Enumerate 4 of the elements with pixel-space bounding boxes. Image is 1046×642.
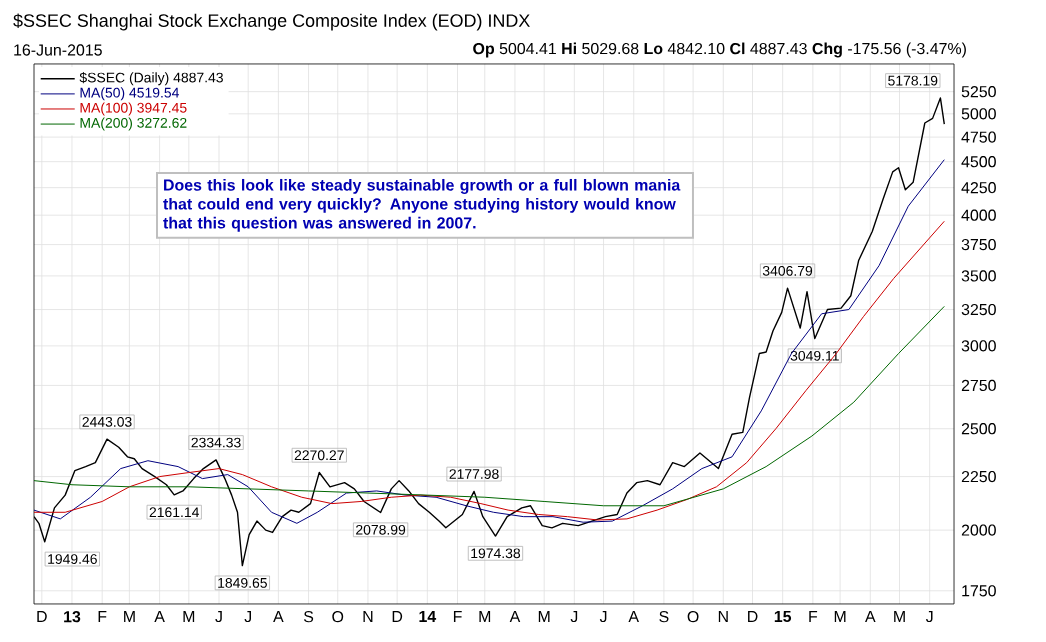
chart-title: $SSEC Shanghai Stock Exchange Composite Index (EOD) INDX bbox=[13, 13, 530, 31]
line-series bbox=[34, 220, 945, 521]
line-series bbox=[34, 305, 945, 507]
line-series bbox=[34, 159, 945, 524]
